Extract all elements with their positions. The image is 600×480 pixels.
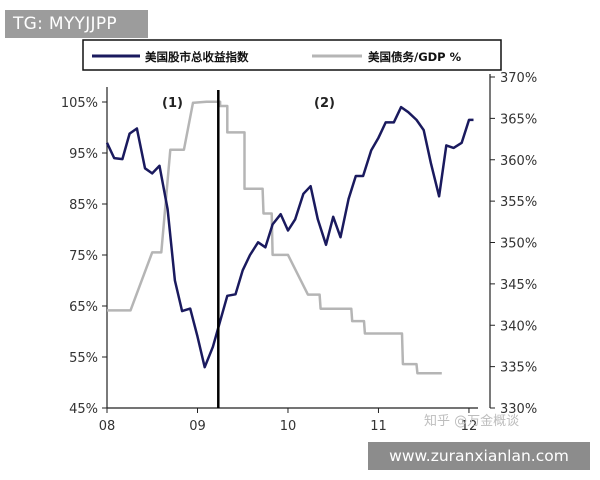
left-tick-label: 75% — [69, 249, 98, 264]
left-tick-label: 85% — [69, 198, 98, 213]
right-tick-label: 335% — [500, 361, 537, 376]
right-tick-label: 370% — [500, 71, 537, 86]
x-tick-label: 12 — [461, 419, 478, 434]
legend-label-debt: 美国债务/GDP % — [368, 50, 462, 64]
x-tick-label: 10 — [280, 419, 297, 434]
right-tick-label: 345% — [500, 278, 537, 293]
x-tick-label: 09 — [189, 419, 206, 434]
right-tick-label: 340% — [500, 319, 537, 334]
annotation-phase-1: (1) — [162, 96, 183, 111]
right-tick-label: 330% — [500, 402, 537, 417]
site-watermark: 知乎 @万金概谈 — [424, 413, 519, 429]
right-tick-label: 365% — [500, 112, 537, 127]
left-tick-label: 65% — [69, 300, 98, 315]
left-tick-label: 95% — [69, 147, 98, 162]
right-tick-label: 350% — [500, 237, 537, 252]
legend-label-stock: 美国股市总收益指数 — [145, 50, 249, 64]
right-tick-label: 355% — [500, 195, 537, 210]
x-tick-label: 11 — [370, 419, 387, 434]
left-tick-label: 45% — [69, 402, 98, 417]
left-tick-label: 55% — [69, 351, 98, 366]
left-tick-label: 105% — [61, 96, 98, 111]
x-tick-label: 08 — [99, 419, 116, 434]
footer-url: www.zuranxianlan.com — [368, 442, 590, 470]
right-tick-label: 360% — [500, 154, 537, 169]
watermark-badge: TG: MYYJJPP — [5, 10, 148, 38]
series-line-debt-gdp — [107, 100, 442, 375]
annotation-phase-2: (2) — [314, 96, 335, 111]
series-line-stock-index — [105, 105, 474, 369]
legend-box — [82, 39, 502, 71]
